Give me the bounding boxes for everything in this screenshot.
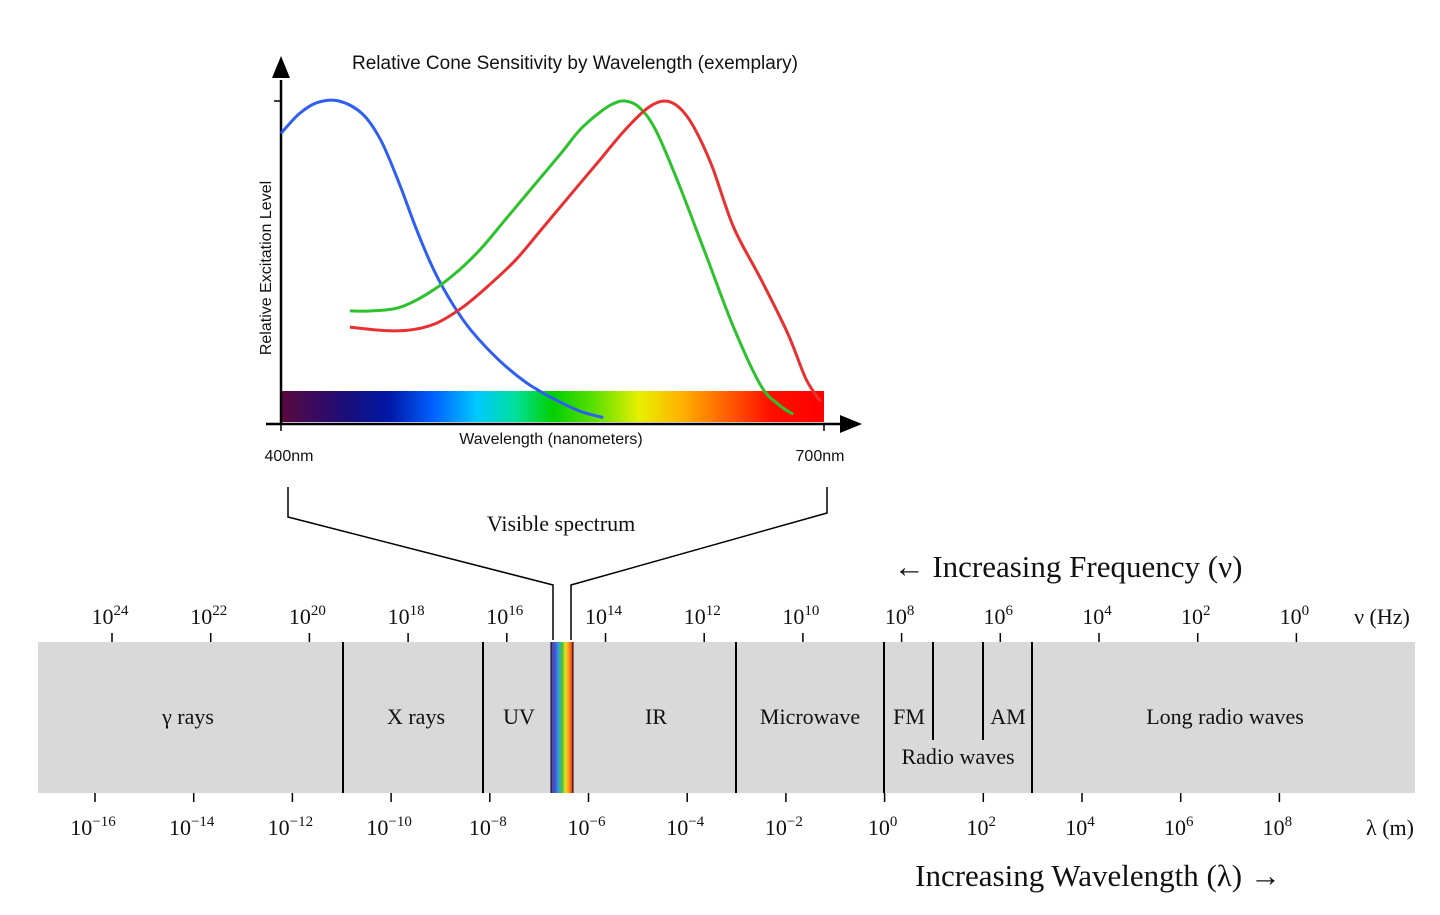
wavelength-unit-label: λ (m) [1366, 815, 1414, 840]
x-axis [266, 415, 862, 433]
visible-spectrum-connector: Visible spectrum [287, 487, 828, 640]
scale-tick-label: 1020 [289, 603, 326, 629]
visible-spectrum-label: Visible spectrum [487, 511, 635, 536]
scale-tick-label: 10−6 [568, 814, 606, 840]
scale-tick-label: 104 [1065, 814, 1095, 840]
region-radio-waves: Radio waves [901, 744, 1014, 769]
region-ir: IR [645, 704, 667, 729]
y-axis-label: Relative Excitation Level [258, 181, 275, 355]
scale-tick-label: 104 [1082, 603, 1112, 629]
scale-tick-label: 100 [868, 814, 898, 840]
x-tick-label-end: 700nm [796, 448, 845, 465]
cone-sensitivity-chart: Relative Cone Sensitivity by Wavelength … [258, 53, 862, 465]
scale-tick-label: 1022 [190, 603, 227, 629]
scale-tick-label: 1010 [782, 603, 819, 629]
region-gamma-rays: γ rays [161, 704, 214, 729]
scale-tick-label: 102 [1181, 603, 1211, 629]
scale-tick-label: 100 [1280, 603, 1310, 629]
connector-left [287, 487, 554, 640]
x-tick-label-start: 400nm [265, 448, 314, 465]
region-microwave: Microwave [760, 704, 860, 729]
region-fm: FM [893, 704, 925, 729]
x-axis-label: Wavelength (nanometers) [459, 431, 643, 448]
scale-tick-label: 108 [1263, 814, 1293, 840]
scale-tick-label: 1016 [486, 603, 524, 629]
y-axis-arrowhead [272, 56, 290, 78]
l-cone-curve [349, 99, 822, 403]
scale-tick-label: 1024 [92, 603, 130, 629]
s-cone-curve [279, 98, 604, 419]
visible-band [551, 642, 573, 793]
scale-tick-label: 10−16 [70, 814, 116, 840]
frequency-direction-label: ← Increasing Frequency (ν) [894, 549, 1243, 584]
scale-tick-label: 1012 [684, 603, 721, 629]
scale-tick-label: 102 [967, 814, 997, 840]
region-x-rays: X rays [387, 704, 445, 729]
connector-right [570, 487, 828, 640]
frequency-unit-label: ν (Hz) [1354, 604, 1410, 629]
scale-tick-label: 10−2 [765, 814, 803, 840]
scale-tick-label: 106 [1164, 814, 1194, 840]
wavelength-scale: 10−16 10−14 10−12 10−10 10−8 10−6 10−4 10−2 100 1… [70, 793, 1292, 840]
wavelength-direction-label: Increasing Wavelength (λ) → [915, 858, 1281, 893]
visible-spectrum-bar [281, 391, 824, 422]
region-am: AM [990, 704, 1025, 729]
spectrum-band-background [38, 642, 1415, 793]
chart-title: Relative Cone Sensitivity by Wavelength … [352, 53, 798, 74]
region-uv: UV [503, 704, 535, 729]
region-labels: γ rays X rays UV IR Microwave FM AM Radi… [161, 704, 1304, 769]
scale-tick-label: 10−12 [268, 814, 313, 840]
scale-tick-label: 106 [984, 603, 1014, 629]
scale-tick-label: 10−4 [666, 814, 704, 840]
region-long-radio-waves: Long radio waves [1146, 704, 1304, 729]
frequency-scale: 1024 1022 1020 1018 1016 1014 1012 1010 108 106 10… [92, 603, 1310, 642]
scale-tick-label: 1014 [585, 603, 623, 629]
m-cone-curve [349, 99, 795, 416]
scale-tick-label: 10−8 [469, 814, 507, 840]
scale-tick-label: 1018 [388, 603, 425, 629]
x-axis-arrowhead [840, 415, 862, 433]
cone-curves [279, 98, 822, 419]
scale-tick-label: 10−14 [169, 814, 215, 840]
scale-tick-label: 108 [885, 603, 915, 629]
spectrum-band: ← Increasing Frequency (ν) γ rays X rays… [38, 549, 1415, 893]
scale-tick-label: 10−10 [366, 814, 411, 840]
region-dividers [342, 642, 1033, 793]
